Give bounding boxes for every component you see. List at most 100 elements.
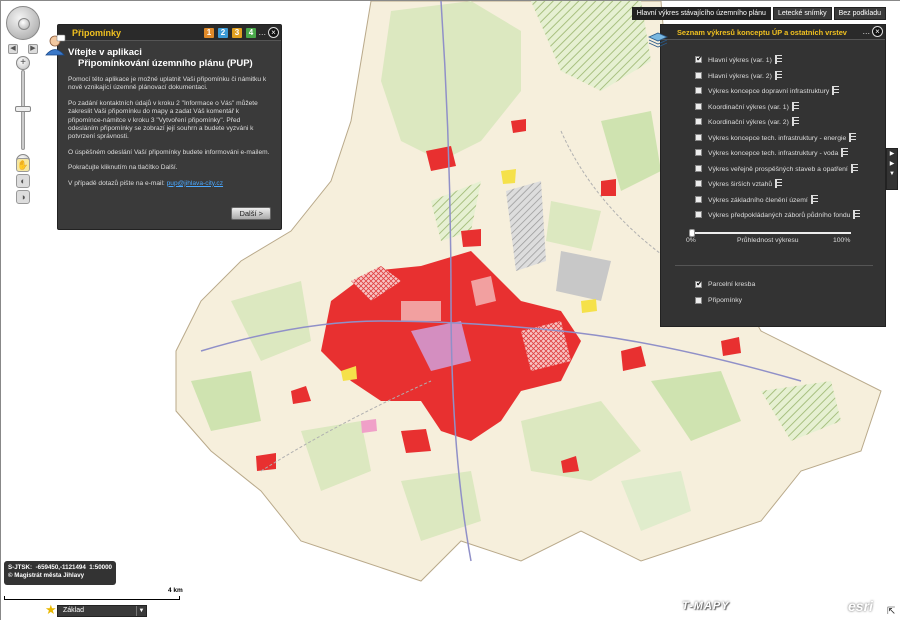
layer-checkbox[interactable]	[695, 87, 702, 94]
layer-label: Výkres širších vztahů	[708, 181, 773, 188]
legend-icon[interactable]	[853, 210, 861, 219]
legend-icon[interactable]	[832, 86, 840, 95]
layer-label: Výkres veřejně prospěšných staveb a opat…	[708, 165, 848, 173]
contact-label: V případě dotazů pište na e-mail:	[68, 179, 167, 187]
collapse-arrow-icon[interactable]: ▼	[889, 171, 895, 177]
transparency-slider[interactable]	[689, 229, 851, 237]
legend-icon[interactable]	[775, 179, 783, 188]
legend-icon[interactable]	[791, 101, 799, 111]
copyright-text: © Magistrát města Jihlavy	[8, 572, 85, 579]
user-avatar-icon	[45, 34, 66, 56]
crs-label: S-JTSK:	[8, 564, 33, 571]
instructions-paragraph: Po zadání kontaktních údajů v kroku 2 "I…	[68, 99, 258, 141]
transparency-slider-handle[interactable]	[689, 229, 695, 237]
next-arrow-icon[interactable]: ▶	[889, 161, 895, 167]
panel-menu-icon[interactable]: ...	[862, 26, 870, 36]
full-extent-button[interactable]	[18, 18, 30, 30]
basemap-selector: ★ Základ ▼	[45, 602, 149, 618]
contact-email-link[interactable]: pup@jihlava-city.cz	[166, 179, 224, 187]
panel-menu-icon[interactable]: ...	[258, 27, 266, 37]
layers-panel-header[interactable]: Seznam výkresů konceptu ÚP a ostatních v…	[661, 25, 885, 40]
legend-icon[interactable]	[774, 55, 782, 64]
pan-right-icon[interactable]: ▶	[28, 44, 38, 54]
layer-checkbox[interactable]	[695, 133, 702, 141]
layer-checkbox[interactable]	[695, 149, 702, 156]
zoom-next-icon[interactable]: ◑	[16, 190, 30, 204]
transparency-label: Průhlednost výkresu	[737, 237, 799, 244]
layer-checkbox[interactable]	[695, 180, 702, 187]
legend-icon[interactable]	[849, 132, 857, 142]
zoom-in-button[interactable]: +	[16, 56, 30, 70]
layers-panel-title: Seznam výkresů konceptu ÚP a ostatních v…	[677, 28, 847, 37]
notes-panel: Připomínky 1 2 3 4 ... × Vítejte v aplik…	[57, 24, 282, 230]
layer-checkbox[interactable]	[695, 71, 702, 79]
layer-label: Parcelní kresba	[708, 281, 756, 288]
layer-label: Výkres základního členění území	[708, 196, 808, 204]
step-3-button[interactable]: 3	[232, 28, 242, 38]
zoom-previous-icon[interactable]: ◐	[16, 174, 30, 188]
welcome-heading-line1: Vítejte v aplikaci	[68, 47, 142, 58]
step-4-button[interactable]: 4	[246, 28, 256, 38]
layer-checkbox[interactable]	[695, 102, 702, 110]
expand-arrow-icon[interactable]: ▶	[889, 151, 895, 157]
layer-checkbox[interactable]	[695, 118, 702, 125]
tmapy-logo: T-MAPY	[682, 600, 730, 612]
intro-paragraph: Pomocí této aplikace je možné uplatnit V…	[68, 76, 267, 92]
coordinates-box: S-JTSK: -659450,-1121494 1:50000 © Magis…	[4, 561, 116, 585]
welcome-heading: Vítejte v aplikaci Připomínkování územní…	[68, 47, 271, 69]
step-2-button[interactable]: 2	[218, 28, 228, 38]
legend-icon[interactable]	[850, 163, 858, 173]
step-1-button[interactable]: 1	[204, 28, 214, 38]
scale-readout: 1:50000	[89, 564, 112, 571]
layer-label: Koordinační výkres (var. 1)	[708, 103, 789, 111]
chevron-down-icon[interactable]: ▼	[136, 606, 146, 616]
layer-label: Hlavní výkres (var. 1)	[708, 57, 772, 64]
transparency-max-label: 100%	[833, 237, 851, 244]
legend-icon[interactable]	[810, 194, 818, 204]
tab-aerial-images[interactable]: Letecké snímky	[772, 7, 832, 20]
legend-icon[interactable]	[774, 70, 782, 80]
contact-paragraph: V případě dotazů pište na e-mail: pup@ji…	[68, 180, 271, 188]
basemap-dropdown[interactable]: Základ ▼	[57, 605, 147, 617]
notes-panel-header[interactable]: Připomínky 1 2 3 4 ... ×	[58, 25, 281, 41]
scale-bar	[4, 596, 180, 600]
basemap-tabs: Hlavní výkres stávajícího územního plánu…	[631, 7, 886, 20]
tab-main-drawing[interactable]: Hlavní výkres stávajícího územního plánu	[631, 7, 771, 20]
layer-checkbox[interactable]	[695, 164, 702, 172]
navigation-control: ◀ ▶ + − ✋ ◐ ◑	[6, 6, 40, 206]
next-button[interactable]: Další >	[231, 207, 271, 220]
close-icon[interactable]: ×	[268, 27, 279, 38]
layer-checkbox[interactable]	[695, 296, 702, 304]
tab-no-basemap[interactable]: Bez podkladu	[833, 7, 886, 20]
close-icon[interactable]: ×	[872, 26, 883, 37]
layer-checkbox[interactable]	[695, 54, 703, 63]
layers-panel: Seznam výkresů konceptu ÚP a ostatních v…	[660, 24, 886, 327]
scale-bar-label: 4 km	[168, 587, 183, 594]
esri-logo: esri	[848, 598, 873, 614]
layer-label: Výkres předpokládaných záborů půdního fo…	[708, 212, 851, 219]
layers-stack-icon	[648, 32, 668, 48]
continue-paragraph: Pokračujte kliknutím na tlačítko Další.	[68, 164, 178, 172]
layer-checkbox[interactable]	[695, 211, 702, 218]
layer-label: Připomínky	[708, 296, 742, 304]
legend-icon[interactable]	[841, 148, 849, 157]
pan-left-icon[interactable]: ◀	[8, 44, 18, 54]
layer-label: Výkres koncepce tech. infrastruktury - v…	[708, 150, 839, 157]
coordinates-readout: -659450,-1121494	[35, 564, 86, 571]
star-icon: ★	[45, 602, 57, 617]
welcome-heading-line2: Připomínkování územního plánu (PUP)	[78, 58, 253, 69]
layer-checkbox[interactable]	[695, 195, 702, 203]
pan-hand-icon[interactable]: ✋	[16, 158, 30, 172]
notes-panel-title: Připomínky	[72, 28, 122, 38]
layer-label: Výkres koncepce dopravní infrastruktury	[708, 88, 830, 95]
layer-label: Výkres koncepce tech. infrastruktury - e…	[708, 134, 847, 142]
layer-label: Hlavní výkres (var. 2)	[708, 72, 772, 80]
resize-corner-icon[interactable]: ⇱	[887, 606, 896, 617]
layer-checkbox[interactable]	[695, 279, 703, 288]
pan-control[interactable]	[6, 6, 40, 40]
divider	[675, 265, 873, 266]
legend-icon[interactable]	[791, 117, 799, 126]
zoom-slider-handle[interactable]	[15, 106, 31, 112]
